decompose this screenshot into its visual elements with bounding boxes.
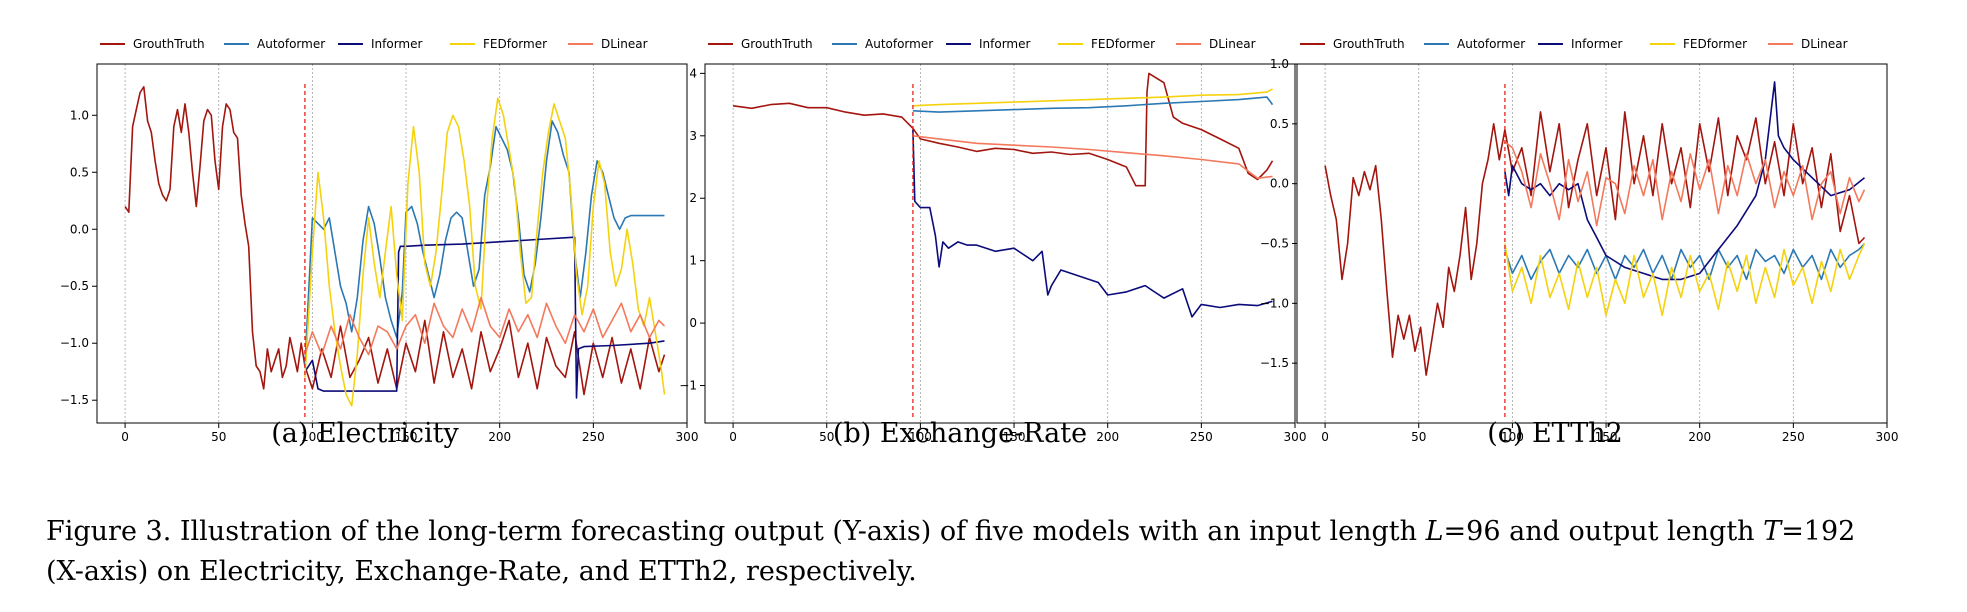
chart-electricity: GrouthTruth Autoformer Informer FEDformer DL… (60, 37, 699, 500)
legend-label: GrouthTruth (741, 37, 813, 51)
caption-figure-label: Figure 3. (46, 516, 172, 547)
series-line-dlinear (1504, 141, 1866, 227)
legend-label: Autoformer (865, 37, 933, 51)
sub-caption-exchange-rate: (b) Exchange-Rate (832, 418, 1088, 449)
y-tick-label: −1.5 (1260, 356, 1289, 370)
legend-label: Autoformer (257, 37, 325, 51)
y-tick-label: 0.0 (1270, 177, 1289, 191)
chart-svg-etth2: GrouthTruth Autoformer Informer FEDformer DL… (1260, 37, 1899, 444)
x-tick-label: 200 (1688, 430, 1711, 444)
caption-text-2: (X-axis) on Electricity, Exchange-Rate, … (46, 556, 917, 587)
series-line-autoformer (1504, 242, 1866, 281)
x-tick-label: 300 (676, 430, 699, 444)
x-tick-label: 100 (909, 430, 932, 444)
y-tick-label: 1 (689, 254, 697, 268)
legend-label: FEDformer (483, 37, 547, 51)
x-tick-label: 300 (1284, 430, 1307, 444)
chart-exchange-rate: GrouthTruth Autoformer Informer FEDformer DL… (670, 37, 1306, 500)
series-line-autoformer (912, 96, 1274, 113)
legend-label: FEDformer (1091, 37, 1155, 51)
x-tick-label: 0 (1321, 430, 1329, 444)
y-tick-label: −0.5 (1260, 237, 1289, 251)
x-tick-label: 200 (488, 430, 511, 444)
x-tick-label: 50 (819, 430, 834, 444)
caption-l-symbol: L (1425, 516, 1444, 547)
legend-label: FEDformer (1683, 37, 1747, 51)
legend-label: GrouthTruth (1333, 37, 1405, 51)
series-line-grouthtruth (124, 85, 666, 396)
x-tick-label: 50 (1411, 430, 1426, 444)
legend-label: Autoformer (1457, 37, 1525, 51)
series-line-grouthtruth (1324, 111, 1866, 376)
y-tick-label: 0.5 (1270, 117, 1289, 131)
x-tick-label: 150 (1595, 430, 1618, 444)
series-line-dlinear (912, 135, 1273, 180)
legend-label: DLinear (1801, 37, 1848, 51)
y-tick-label: 4 (689, 66, 697, 80)
x-tick-label: 300 (1876, 430, 1899, 444)
legend-label: DLinear (1209, 37, 1256, 51)
series-line-fedformer (1504, 243, 1866, 317)
y-tick-label: 0.0 (70, 222, 89, 236)
series-line-dlinear (304, 296, 666, 356)
caption-text-1: Illustration of the long-term forecastin… (179, 516, 1417, 547)
series-line-informer (912, 129, 1273, 318)
x-tick-label: 50 (211, 430, 226, 444)
legend-label: Informer (979, 37, 1031, 51)
y-tick-label: −1 (679, 379, 697, 393)
x-tick-label: 0 (121, 430, 129, 444)
caption-l-value: =96 and output length (1443, 516, 1755, 547)
x-tick-label: 250 (1190, 430, 1213, 444)
x-tick-label: 100 (301, 430, 324, 444)
series-line-fedformer (912, 88, 1273, 107)
y-tick-label: 1.0 (1270, 57, 1289, 71)
x-tick-label: 150 (1003, 430, 1026, 444)
series-line-grouthtruth (732, 72, 1274, 187)
plot-frame (704, 63, 1296, 424)
y-tick-label: −0.5 (60, 279, 89, 293)
x-tick-label: 250 (582, 430, 605, 444)
y-tick-label: −1.5 (60, 393, 89, 407)
y-tick-label: −1.0 (60, 336, 89, 350)
y-tick-label: 1.0 (70, 108, 89, 122)
x-tick-label: 100 (1501, 430, 1524, 444)
x-tick-label: 200 (1096, 430, 1119, 444)
legend-label: Informer (371, 37, 423, 51)
chart-etth2: GrouthTruth Autoformer Informer FEDformer DL… (1260, 37, 1899, 500)
caption-t-symbol: T (1763, 516, 1782, 547)
legend-label: GrouthTruth (133, 37, 205, 51)
series-line-autoformer (304, 120, 665, 367)
legend-label: Informer (1571, 37, 1623, 51)
figure-caption: Figure 3. Illustration of the long-term … (46, 512, 1916, 592)
chart-svg-exchange-rate: GrouthTruth Autoformer Informer FEDformer DL… (679, 37, 1306, 444)
series-line-fedformer (304, 97, 666, 407)
sub-caption-electricity: (a) Electricity (271, 418, 459, 449)
x-tick-label: 150 (395, 430, 418, 444)
plot-frame (1296, 63, 1888, 424)
y-tick-label: 0.5 (70, 165, 89, 179)
plot-frame (96, 63, 688, 424)
y-tick-label: 3 (689, 129, 697, 143)
y-tick-label: −1.0 (1260, 296, 1289, 310)
y-tick-label: 2 (689, 191, 697, 205)
x-tick-label: 0 (729, 430, 737, 444)
legend-label: DLinear (601, 37, 648, 51)
caption-t-value: =192 (1781, 516, 1856, 547)
sub-caption-etth2: (c) ETTh2 (1487, 418, 1623, 449)
x-tick-label: 250 (1782, 430, 1805, 444)
series-line-informer (304, 236, 665, 399)
chart-svg-electricity: GrouthTruth Autoformer Informer FEDformer DL… (60, 37, 699, 444)
y-tick-label: 0 (689, 316, 697, 330)
